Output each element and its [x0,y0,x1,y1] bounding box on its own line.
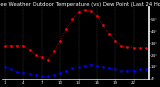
Title: Milwaukee Weather Outdoor Temperature (vs) Dew Point (Last 24 Hours): Milwaukee Weather Outdoor Temperature (v… [0,2,160,7]
